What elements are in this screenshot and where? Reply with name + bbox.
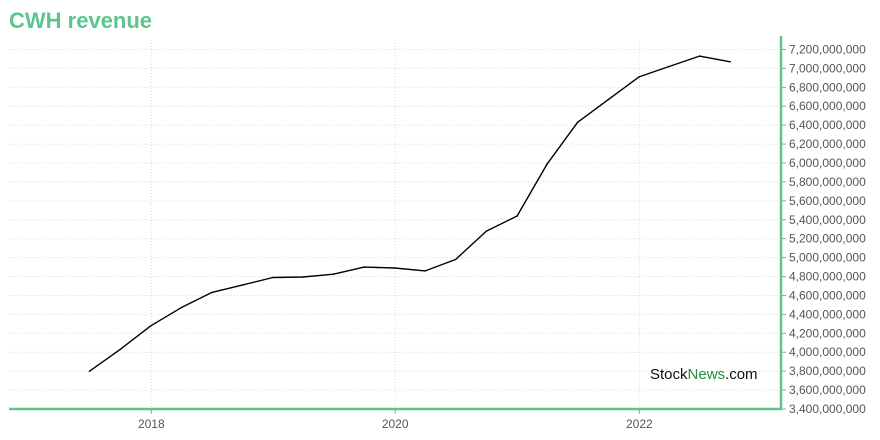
y-tick-label: 6,200,000,000 xyxy=(789,137,866,151)
y-tick-label: 3,400,000,000 xyxy=(789,402,866,416)
y-tick-label: 5,600,000,000 xyxy=(789,194,866,208)
watermark-news: News xyxy=(688,366,726,383)
watermark-stock: Stock xyxy=(650,366,688,383)
data-point xyxy=(607,98,610,101)
y-tick-label: 7,200,000,000 xyxy=(789,42,866,56)
y-tick-label: 4,800,000,000 xyxy=(789,270,866,284)
y-tick-label: 3,800,000,000 xyxy=(789,364,866,378)
data-point xyxy=(119,348,122,351)
data-point xyxy=(180,306,182,309)
y-tick-label: 4,600,000,000 xyxy=(789,288,866,302)
data-point xyxy=(272,276,274,279)
grid-lines xyxy=(9,40,781,410)
data-point xyxy=(88,370,91,372)
y-tick-label: 5,800,000,000 xyxy=(789,175,866,189)
data-point xyxy=(332,273,335,275)
series-layer xyxy=(88,55,732,372)
chart-title: CWH revenue xyxy=(9,8,153,33)
y-tick-label: 5,000,000,000 xyxy=(789,251,866,265)
data-point xyxy=(241,284,243,286)
axes xyxy=(9,36,786,414)
data-point xyxy=(302,276,304,278)
x-tick-label: 2020 xyxy=(382,417,409,431)
y-tick-label: 6,000,000,000 xyxy=(789,156,866,170)
y-tick-label: 5,200,000,000 xyxy=(789,232,866,246)
y-tick-label: 4,400,000,000 xyxy=(789,307,866,321)
revenue-series-line xyxy=(89,55,731,372)
svg-text:StockNews.com: StockNews.com xyxy=(650,366,758,383)
data-point xyxy=(729,60,732,63)
data-point xyxy=(485,230,488,232)
y-tick-label: 6,600,000,000 xyxy=(789,99,866,113)
y-tick-label: 4,000,000,000 xyxy=(789,345,866,359)
y-tick-label: 5,400,000,000 xyxy=(789,213,866,227)
y-tick-label: 4,200,000,000 xyxy=(789,326,866,340)
tick-labels: 3,400,000,000 3,600,000,000 3,800,000,000 4… xyxy=(138,42,866,431)
data-point xyxy=(546,163,548,165)
data-point xyxy=(210,291,213,294)
data-point xyxy=(638,76,640,78)
data-point xyxy=(424,270,427,272)
data-point xyxy=(668,65,670,68)
y-tick-label: 7,000,000,000 xyxy=(789,61,866,75)
x-tick-label: 2022 xyxy=(626,417,653,431)
data-point xyxy=(576,121,579,124)
watermark-dotcom: .com xyxy=(725,366,758,383)
watermark: StockNews.com xyxy=(650,366,758,383)
data-point xyxy=(516,215,518,217)
data-point xyxy=(454,258,457,261)
data-point xyxy=(150,324,152,327)
y-tick-label: 6,800,000,000 xyxy=(789,80,866,94)
data-point xyxy=(394,267,396,269)
data-point xyxy=(698,55,701,57)
y-tick-label: 3,600,000,000 xyxy=(789,383,866,397)
data-point xyxy=(363,266,365,268)
y-tick-label: 6,400,000,000 xyxy=(789,118,866,132)
x-tick-label: 2018 xyxy=(138,417,165,431)
